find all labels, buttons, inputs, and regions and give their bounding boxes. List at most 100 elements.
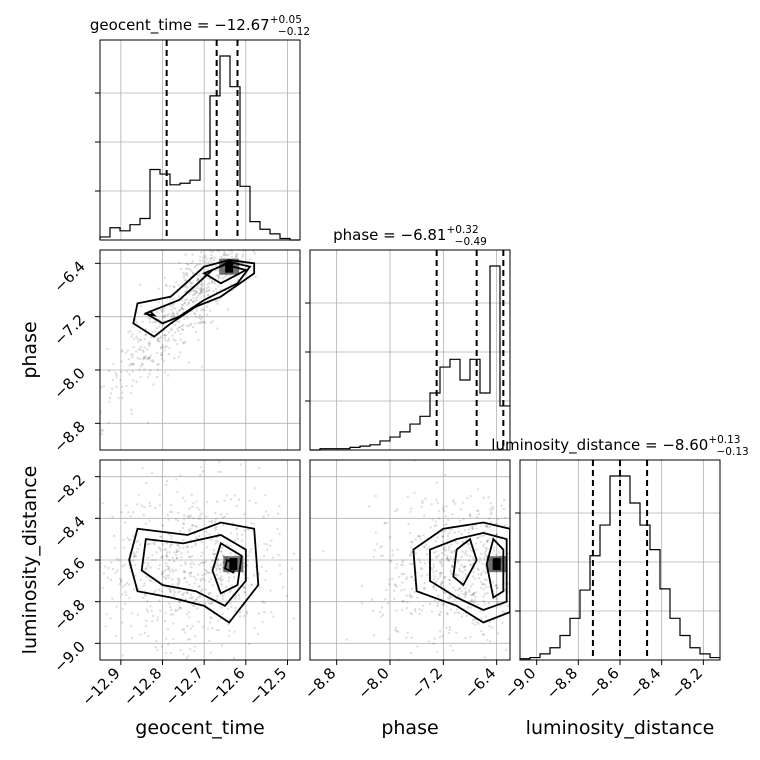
sample-point xyxy=(266,548,269,551)
sample-point xyxy=(277,512,280,515)
sample-point xyxy=(247,233,249,235)
sample-point xyxy=(205,546,209,549)
sample-point xyxy=(142,358,145,361)
sample-point xyxy=(441,581,444,584)
sample-point xyxy=(462,565,465,569)
sample-point xyxy=(117,396,120,399)
sample-point xyxy=(538,581,540,583)
sample-point xyxy=(176,543,179,547)
sample-point xyxy=(191,253,194,256)
sample-point xyxy=(322,550,325,553)
sample-point xyxy=(169,588,172,591)
sample-point xyxy=(379,610,382,614)
sample-point xyxy=(432,563,435,566)
sample-point xyxy=(409,540,413,544)
sample-point xyxy=(240,245,242,247)
sample-point xyxy=(456,611,459,614)
sample-point xyxy=(250,583,253,586)
sample-point xyxy=(401,581,404,584)
sample-point xyxy=(195,290,198,293)
sample-point xyxy=(394,566,398,569)
sample-point xyxy=(227,246,229,248)
sample-point xyxy=(198,292,202,296)
sample-point xyxy=(217,285,220,288)
sample-point xyxy=(394,509,397,513)
sample-point xyxy=(423,545,426,549)
sample-point xyxy=(199,517,202,520)
sample-point xyxy=(120,360,123,363)
sample-point xyxy=(242,250,245,253)
sample-point xyxy=(246,610,249,614)
sample-point xyxy=(512,582,514,584)
sample-point xyxy=(170,534,173,538)
sample-point xyxy=(448,628,452,631)
sample-point xyxy=(177,511,180,515)
sample-point xyxy=(529,600,531,602)
sample-point xyxy=(386,602,390,605)
sample-point xyxy=(285,594,288,597)
sample-point xyxy=(413,607,417,611)
sample-point xyxy=(436,577,440,580)
sample-point xyxy=(119,580,123,583)
sample-point xyxy=(149,369,152,372)
sample-point xyxy=(151,321,155,324)
sample-point xyxy=(460,615,464,618)
sample-point xyxy=(169,543,172,547)
sample-point xyxy=(381,613,385,616)
sample-point xyxy=(387,637,390,641)
sample-point xyxy=(483,551,487,554)
sample-point xyxy=(181,307,184,310)
sample-point xyxy=(470,549,473,552)
sample-point xyxy=(182,341,185,344)
sample-point xyxy=(172,589,176,592)
sample-point xyxy=(223,499,226,502)
sample-point xyxy=(520,585,522,587)
sample-point xyxy=(477,509,480,513)
sample-point xyxy=(471,527,474,530)
sample-point xyxy=(209,651,212,654)
sample-point xyxy=(171,556,174,560)
x-tick-label: −12.8 xyxy=(120,664,165,709)
sample-point xyxy=(530,578,532,580)
sample-point xyxy=(264,196,266,198)
sample-point xyxy=(197,278,200,282)
sample-point xyxy=(180,306,183,310)
sample-point xyxy=(157,362,160,366)
sample-point xyxy=(542,636,544,638)
sample-point xyxy=(250,583,254,587)
sample-point xyxy=(394,583,398,587)
sample-point xyxy=(198,514,202,517)
x-tick-label: −12.9 xyxy=(78,664,123,709)
sample-point xyxy=(120,370,123,374)
sample-point xyxy=(198,595,202,599)
sample-point xyxy=(214,528,218,532)
sample-point xyxy=(234,225,236,227)
sample-point xyxy=(247,642,251,645)
sample-point xyxy=(267,513,270,517)
sample-point xyxy=(216,540,220,543)
sample-point xyxy=(261,183,263,185)
sample-point xyxy=(411,674,413,676)
sample-point xyxy=(173,307,177,310)
y-tick-label: −8.6 xyxy=(50,554,88,592)
sample-point xyxy=(441,634,444,638)
sample-point xyxy=(211,250,215,254)
sample-point xyxy=(212,258,216,262)
sample-point xyxy=(183,340,187,344)
x-tick-label: −8.2 xyxy=(668,664,706,702)
sample-point xyxy=(83,391,85,393)
sample-point xyxy=(479,580,483,584)
sample-point xyxy=(173,331,177,334)
hist-panel-luminosity_distance: luminosity_distance = −8.60+0.13 −0.13 xyxy=(491,434,749,661)
sample-point xyxy=(484,525,488,528)
sample-point xyxy=(432,578,436,581)
density-core xyxy=(225,260,234,273)
sample-point xyxy=(201,551,204,555)
sample-point xyxy=(196,607,199,610)
sample-point xyxy=(408,593,411,596)
sample-point xyxy=(159,549,163,552)
sample-point xyxy=(143,368,146,371)
sample-point xyxy=(241,533,244,536)
sample-point xyxy=(121,391,124,394)
